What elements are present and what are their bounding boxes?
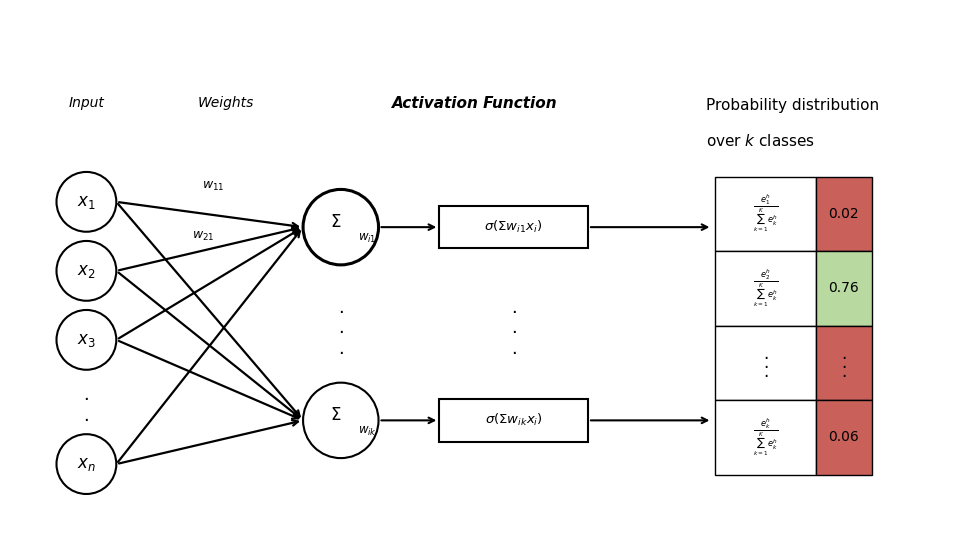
Text: $x_1$: $x_1$ (77, 193, 96, 211)
Bar (816, 251, 872, 326)
Text: $w_{ik}$: $w_{ik}$ (358, 426, 377, 438)
Text: $x_n$: $x_n$ (77, 455, 96, 473)
Ellipse shape (57, 241, 116, 301)
Bar (816, 400, 872, 475)
Text: 0.02: 0.02 (828, 207, 859, 221)
FancyBboxPatch shape (440, 399, 588, 442)
Text: $w_{i1}$: $w_{i1}$ (358, 232, 376, 245)
Text: 0.06: 0.06 (828, 430, 859, 444)
Bar (715, 177, 816, 251)
Bar (715, 400, 816, 475)
Text: .: . (763, 363, 768, 381)
Text: $\frac{e_2^h}{\sum_{k=1}^{K} e_k^h}$: $\frac{e_2^h}{\sum_{k=1}^{K} e_k^h}$ (753, 268, 779, 309)
Text: $w_{21}$: $w_{21}$ (192, 230, 214, 243)
Ellipse shape (57, 172, 116, 232)
Ellipse shape (303, 190, 378, 265)
Text: Weights: Weights (198, 96, 253, 110)
Text: $\sigma(\Sigma w_{i1} x_i)$: $\sigma(\Sigma w_{i1} x_i)$ (485, 219, 542, 235)
Ellipse shape (57, 434, 116, 494)
Text: $\frac{e_1^h}{\sum_{k=1}^{K} e_k^h}$: $\frac{e_1^h}{\sum_{k=1}^{K} e_k^h}$ (753, 193, 779, 234)
Text: .: . (841, 363, 847, 381)
Text: $\Sigma$: $\Sigma$ (330, 406, 342, 424)
Text: Probability distribution: Probability distribution (706, 98, 878, 113)
Text: $x_2$: $x_2$ (77, 262, 96, 280)
FancyBboxPatch shape (440, 206, 588, 248)
Text: $\sigma(\Sigma w_{ik} x_i)$: $\sigma(\Sigma w_{ik} x_i)$ (485, 413, 542, 428)
Bar (715, 326, 816, 400)
Text: over $k$ classes: over $k$ classes (706, 133, 815, 149)
Text: .: . (511, 319, 516, 338)
Text: .: . (338, 319, 344, 338)
Text: .: . (84, 386, 89, 404)
Text: .: . (511, 340, 516, 358)
Text: .: . (763, 345, 768, 363)
Text: Activation Function: Activation Function (393, 96, 558, 111)
Ellipse shape (57, 310, 116, 370)
Text: .: . (763, 354, 768, 372)
Text: .: . (841, 354, 847, 372)
Text: .: . (511, 299, 516, 316)
Text: $\Sigma$: $\Sigma$ (330, 213, 342, 231)
Text: $w_{11}$: $w_{11}$ (202, 179, 224, 193)
Text: Multiclass Binary Perceptron: Multiclass Binary Perceptron (283, 30, 677, 58)
Bar (816, 177, 872, 251)
Text: 0.76: 0.76 (828, 281, 859, 295)
Text: $\frac{e_k^h}{\sum_{k=1}^{K} e_k^h}$: $\frac{e_k^h}{\sum_{k=1}^{K} e_k^h}$ (753, 417, 779, 458)
Text: $x_3$: $x_3$ (77, 331, 96, 349)
Bar (715, 251, 816, 326)
Text: .: . (84, 407, 89, 425)
Bar (816, 326, 872, 400)
Text: .: . (84, 428, 89, 445)
Text: .: . (338, 340, 344, 358)
Ellipse shape (303, 383, 378, 458)
Text: Input: Input (68, 96, 105, 110)
Text: .: . (841, 345, 847, 363)
Text: .: . (338, 299, 344, 316)
